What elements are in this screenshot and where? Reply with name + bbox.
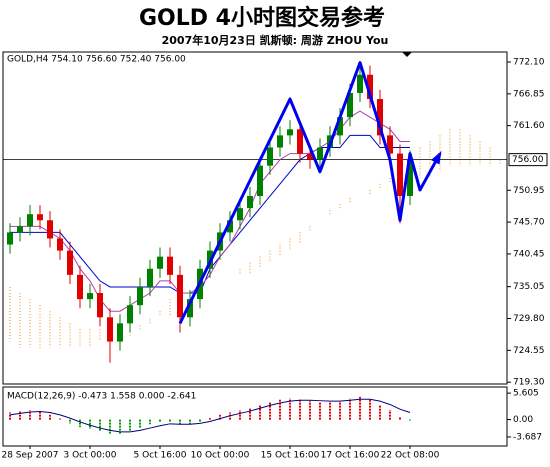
x-tick-label: 10 Oct 00:00 <box>191 451 250 461</box>
x-tick-label: 5 Oct 16:00 <box>134 451 187 461</box>
y-tick-label: -3.687 <box>513 432 542 442</box>
shift-marker <box>402 52 412 57</box>
last-price-box <box>508 153 548 167</box>
candle-body <box>157 256 163 269</box>
last-price-label: 756.00 <box>512 155 544 165</box>
candle-body <box>77 274 83 300</box>
candle-body <box>407 159 413 197</box>
x-tick-label: 22 Oct 08:00 <box>381 451 440 461</box>
candle-body <box>337 117 343 136</box>
macd-panel <box>2 386 508 447</box>
y-tick-label: 745.70 <box>513 218 545 228</box>
candle-body <box>57 238 63 251</box>
x-tick-label: 28 Sep 2007 <box>1 451 58 461</box>
candle-body <box>277 135 283 148</box>
candle-body <box>357 74 363 93</box>
candle-body <box>237 208 243 221</box>
candle-body <box>47 220 53 239</box>
y-tick-label: 5.605 <box>513 389 539 399</box>
candle-body <box>397 153 403 197</box>
candle-body <box>367 74 373 99</box>
candle-body <box>97 293 103 318</box>
y-tick-label: 740.45 <box>513 249 545 259</box>
macd-signal <box>9 398 411 433</box>
candle-body <box>87 293 93 300</box>
y-tick-label: 0.00 <box>513 415 533 425</box>
candle-body <box>37 214 43 221</box>
candle-body <box>287 129 293 136</box>
x-tick-label: 17 Oct 16:00 <box>321 451 380 461</box>
y-tick-label: 750.95 <box>513 186 545 196</box>
info-label: GOLD,H4 754.10 756.60 752.40 756.00 <box>7 55 186 65</box>
candle-body <box>27 214 33 227</box>
y-tick-label: 766.85 <box>513 89 545 99</box>
y-tick-label: 761.60 <box>513 121 545 131</box>
candle-body <box>67 250 73 275</box>
y-tick-label: 735.05 <box>513 282 545 292</box>
arrow-head <box>431 150 442 165</box>
candle-body <box>267 147 273 166</box>
candle-body <box>147 268 153 287</box>
candle-body <box>347 92 353 118</box>
y-tick-label: 719.30 <box>513 378 545 388</box>
candle-body <box>187 299 193 318</box>
chart-subtitle: 2007年10月23日 凯斯顿: 周游 ZHOU You <box>162 33 389 47</box>
candle-body <box>317 147 323 160</box>
macd-label: MACD(12,26,9) -0.473 1.558 0.000 -2.641 <box>7 392 196 402</box>
candle-body <box>17 226 23 233</box>
x-tick-label: 3 Oct 00:00 <box>64 451 117 461</box>
candle-body <box>127 305 133 324</box>
chart-title: GOLD 4小时图交易参考 <box>139 5 385 31</box>
candle-body <box>297 129 303 154</box>
candle-body <box>7 232 13 245</box>
y-tick-label: 724.55 <box>513 346 545 356</box>
main-panel <box>2 51 508 385</box>
candle-body <box>247 196 253 209</box>
x-tick-label: 15 Oct 16:00 <box>261 451 320 461</box>
candle-body <box>227 220 233 233</box>
candle-body <box>377 98 383 136</box>
analysis-arrow <box>178 61 442 325</box>
candle-body <box>387 135 393 154</box>
candle-body <box>257 165 263 197</box>
candle-body <box>307 153 313 160</box>
y-tick-label: 772.10 <box>513 58 545 68</box>
candle-body <box>117 323 123 342</box>
y-tick-label: 729.80 <box>513 314 545 324</box>
candle-body <box>107 317 113 342</box>
candle-body <box>167 256 173 275</box>
candle-body <box>177 274 183 318</box>
candle-body <box>137 286 143 306</box>
